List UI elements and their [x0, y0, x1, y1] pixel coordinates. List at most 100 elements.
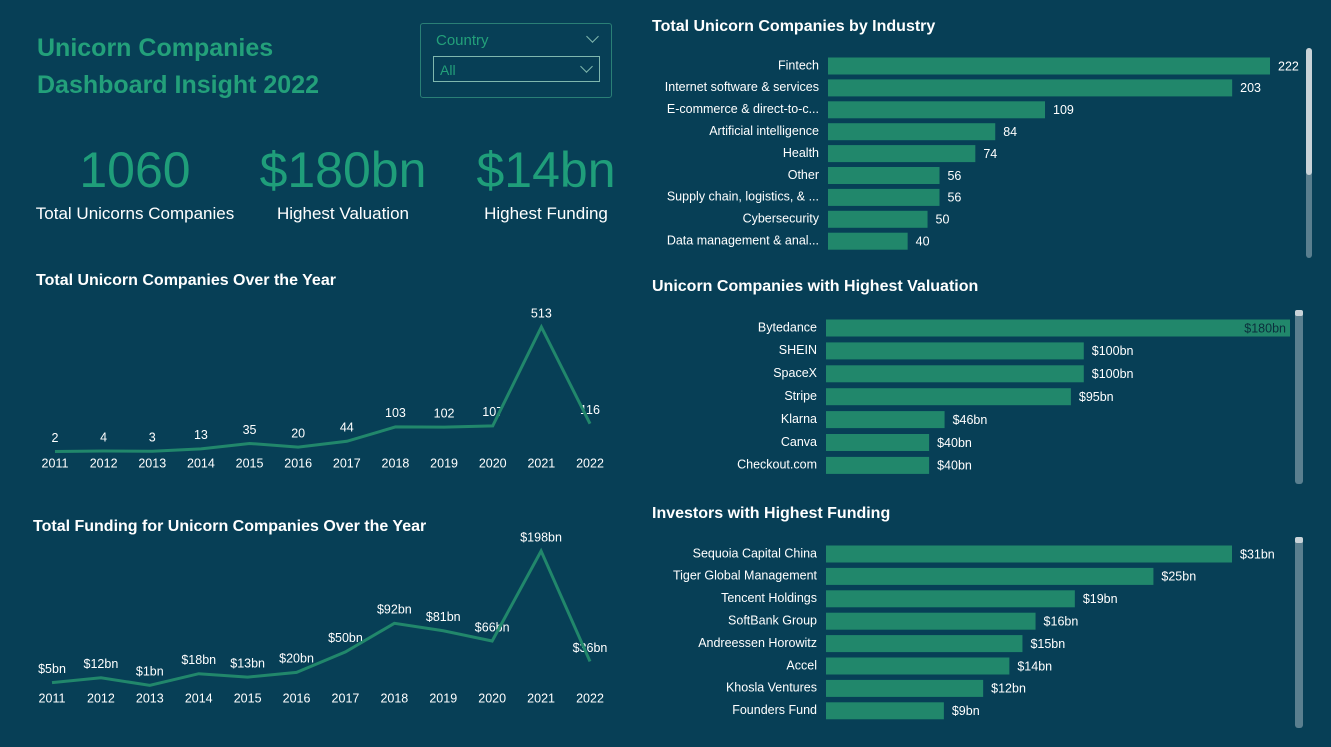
- bar: [828, 145, 976, 163]
- data-label: 56: [947, 191, 961, 205]
- x-tick-label: 2015: [234, 691, 262, 705]
- category-label: SpaceX: [773, 366, 817, 380]
- data-label: 40: [916, 234, 930, 248]
- data-label: 56: [947, 169, 961, 183]
- bar: [826, 545, 1232, 563]
- bar: [826, 679, 984, 697]
- kpi-label: Total Unicorns Companies: [35, 204, 235, 223]
- data-label: 35: [243, 423, 257, 437]
- x-tick-label: 2015: [236, 456, 264, 470]
- bar: [828, 101, 1046, 119]
- category-label: Khosla Ventures: [726, 681, 817, 695]
- category-label: Accel: [786, 658, 817, 672]
- x-tick-label: 2017: [333, 456, 361, 470]
- category-label: Health: [783, 146, 819, 160]
- data-label: $81bn: [426, 610, 461, 624]
- scrollbar-thumb[interactable]: [1295, 310, 1303, 316]
- category-label: Tencent Holdings: [721, 591, 817, 605]
- x-tick-label: 2012: [87, 691, 115, 705]
- data-label: $40bn: [937, 436, 972, 450]
- data-label: 102: [434, 406, 455, 420]
- x-tick-label: 2013: [138, 456, 166, 470]
- category-label: Internet software & services: [665, 80, 819, 94]
- chart-title: Total Funding for Unicorn Companies Over…: [33, 518, 426, 535]
- category-label: Sequoia Capital China: [693, 546, 817, 560]
- category-label: Fintech: [778, 58, 819, 72]
- kpi-label: Highest Funding: [484, 204, 608, 223]
- bar: [826, 434, 930, 451]
- bar: [826, 612, 1036, 630]
- category-label: Klarna: [781, 412, 817, 426]
- slicer-dropdown[interactable]: All: [433, 56, 600, 82]
- bar: [826, 702, 944, 720]
- x-tick-label: 2014: [185, 691, 213, 705]
- bar: [826, 456, 930, 474]
- data-label: 3: [149, 431, 156, 445]
- scrollbar-track[interactable]: [1295, 537, 1303, 728]
- x-tick-label: 2019: [430, 456, 458, 470]
- x-tick-label: 2016: [284, 456, 312, 470]
- category-label: Checkout.com: [737, 458, 817, 472]
- bar: [828, 123, 996, 141]
- chart-title: Total Unicorn Companies by Industry: [652, 18, 935, 35]
- data-label: 74: [983, 147, 997, 161]
- data-label: $50bn: [328, 631, 363, 645]
- bar: [828, 210, 928, 228]
- line: [51, 547, 592, 687]
- x-tick-label: 2013: [136, 691, 164, 705]
- scrollbar-thumb[interactable]: [1295, 537, 1303, 543]
- dashboard-title: Unicorn Companies Dashboard Insight 2022: [37, 34, 320, 99]
- x-tick-label: 2022: [576, 691, 604, 705]
- data-label: $15bn: [1030, 637, 1065, 651]
- data-label: $25bn: [1161, 570, 1196, 584]
- kpi-card: 1060 Total Unicorns Companies: [30, 140, 240, 224]
- data-label: $19bn: [1083, 592, 1118, 606]
- scrollbar-track[interactable]: [1295, 310, 1303, 484]
- bar: [826, 590, 1075, 608]
- bar: [826, 411, 945, 429]
- category-label: SHEIN: [779, 343, 817, 357]
- category-label: Supply chain, logistics, & ...: [667, 190, 819, 204]
- data-label: 44: [340, 421, 354, 435]
- kpi-label: Highest Valuation: [277, 204, 409, 223]
- x-tick-label: 2011: [39, 691, 66, 705]
- data-label: $13bn: [230, 656, 265, 670]
- data-label: 103: [385, 406, 406, 420]
- bar: [828, 188, 940, 206]
- category-label: Artificial intelligence: [709, 124, 819, 138]
- category-label: Andreessen Horowitz: [698, 636, 817, 650]
- x-tick-label: 2011: [42, 456, 69, 470]
- bar: [826, 388, 1071, 406]
- scrollbar-thumb[interactable]: [1306, 48, 1312, 175]
- data-label: $36bn: [573, 641, 608, 655]
- data-label: $92bn: [377, 603, 412, 617]
- x-tick-label: 2021: [527, 456, 555, 470]
- data-label: 13: [194, 428, 208, 442]
- data-label: $5bn: [38, 662, 66, 676]
- x-tick-label: 2020: [478, 691, 506, 705]
- data-label: $18bn: [181, 653, 216, 667]
- x-tick-label: 2012: [90, 456, 118, 470]
- bar: [828, 79, 1233, 97]
- bar: [826, 365, 1084, 383]
- category-label: Other: [788, 168, 819, 182]
- x-tick-label: 2018: [382, 456, 410, 470]
- x-tick-label: 2018: [380, 691, 408, 705]
- data-label: $1bn: [136, 665, 164, 679]
- bar: [826, 319, 1290, 337]
- category-label: Stripe: [784, 389, 817, 403]
- category-label: Canva: [781, 435, 817, 449]
- data-label: $9bn: [952, 704, 980, 718]
- country-slicer[interactable]: Country All: [420, 23, 612, 98]
- category-label: Cybersecurity: [743, 212, 820, 226]
- data-label: $40bn: [937, 459, 972, 473]
- category-label: SoftBank Group: [728, 613, 817, 627]
- x-tick-label: 2020: [479, 456, 507, 470]
- data-label: 222: [1278, 59, 1299, 73]
- chart-title: Investors with Highest Funding: [652, 505, 890, 522]
- data-label: $20bn: [279, 652, 314, 666]
- data-label: $95bn: [1079, 390, 1114, 404]
- bar: [828, 232, 908, 250]
- slicer-value: All: [440, 62, 456, 78]
